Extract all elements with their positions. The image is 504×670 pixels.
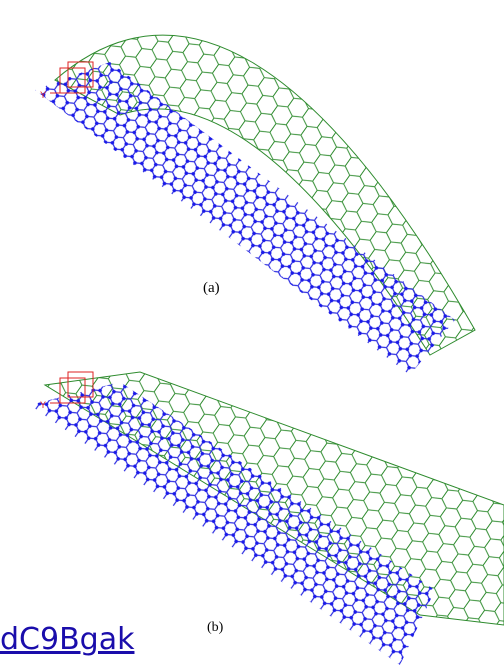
figure: Y (a) Y	[0, 0, 504, 670]
page: {"figure": {"label_a": "(a)", "label_b":…	[0, 0, 504, 670]
caption: (b)	[207, 620, 223, 636]
axis-label: Y	[40, 400, 46, 410]
axis-label: Y	[40, 90, 46, 100]
caption: (a)	[203, 280, 220, 296]
link[interactable]: dC9Bgak	[0, 620, 134, 660]
